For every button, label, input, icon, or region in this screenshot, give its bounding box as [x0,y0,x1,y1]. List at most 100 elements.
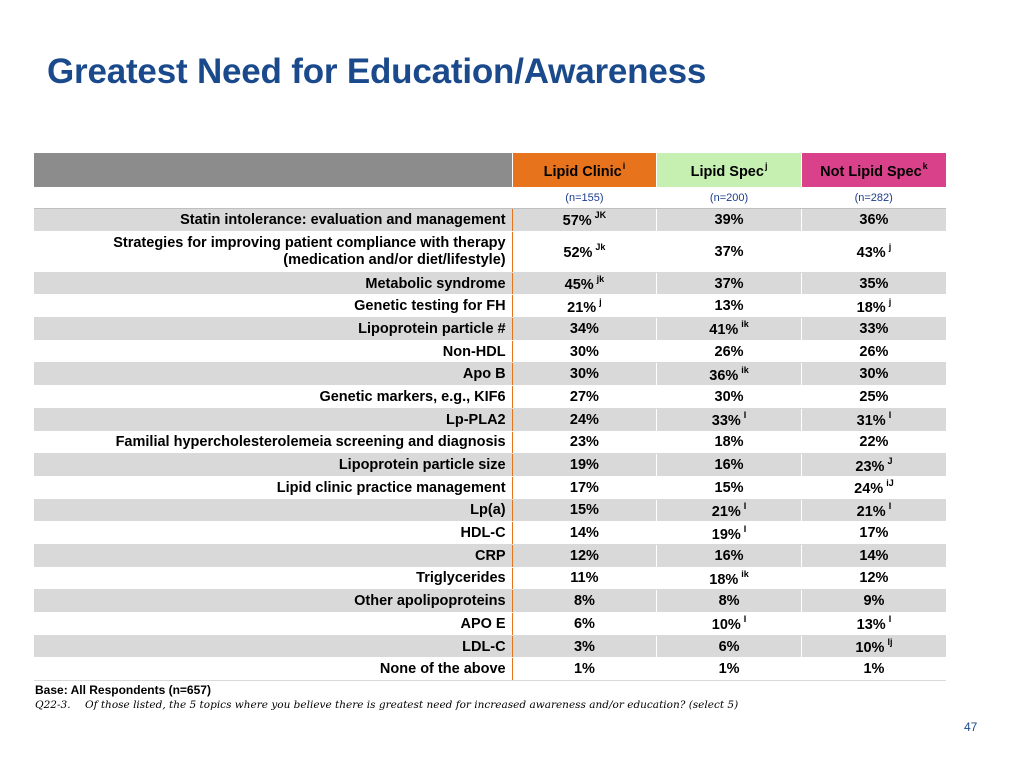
cell-value: 10% [711,617,741,634]
cell-value: 39% [714,211,744,228]
cell-value: 45% [564,277,594,294]
value-cell: 52% Jk [511,231,657,273]
header-lipid-spec: Lipid Specj [656,153,802,188]
cell-value: 13% [714,298,744,315]
header-not-lipid-spec: Not Lipid Speck [800,153,946,188]
table-row: Statin intolerance: evaluation and manag… [34,208,946,232]
value-cell: 17% [511,476,657,500]
value-cell: 8% [511,589,657,613]
base-note: Base: All Respondents (n=657) [35,683,211,697]
cell-value: 23% [569,434,599,451]
header-label: Lipid Clinic [543,163,622,180]
table-row: Non-HDL 30% 26% 26% [34,340,946,364]
row-label: Genetic markers, e.g., KIF6 [34,385,513,409]
cell-value: 14% [859,547,889,564]
cell-value: 37% [714,243,744,260]
slide-title: Greatest Need for Education/Awareness [47,52,707,91]
value-cell: 30% [511,340,657,364]
row-label-line: Strategies for improving patient complia… [113,234,506,251]
value-cell: 16% [656,544,802,568]
cell-value: 57% [562,213,592,230]
cell-value: 24% [569,411,599,428]
significance-superscript: I [888,614,892,625]
cell-value: 17% [859,525,889,542]
value-cell: 10% I [656,612,802,636]
cell-value: 33% [711,413,741,430]
value-cell: 41% ik [656,317,802,341]
sample-size-row: (n=155) (n=200) (n=282) [34,187,946,209]
table-row: None of the above 1% 1% 1% [34,657,946,682]
value-cell: 11% [511,567,657,591]
cell-value: 17% [569,479,599,496]
value-cell: 23% J [800,453,946,477]
cell-value: 35% [859,275,889,292]
cell-value: 21% [567,299,597,316]
significance-superscript: iJ [886,478,894,489]
question-id: Q22-3. [35,699,71,711]
header-lipid-clinic: Lipid Clinici [511,153,657,188]
cell-value: 25% [859,388,889,405]
value-cell: 15% [656,476,802,500]
value-cell: 23% [511,431,657,455]
value-cell: 26% [656,340,802,364]
significance-superscript: j [599,296,602,307]
significance-superscript: JK [594,210,607,221]
results-table: Lipid Clinici Lipid Specj Not Lipid Spec… [34,153,946,682]
table-row: Lp(a) 15% 21% I 21% I [34,499,946,523]
cell-value: 16% [714,457,744,474]
value-cell: 43% j [800,231,946,273]
value-cell: 21% I [800,499,946,523]
table-row: Lipid clinic practice management 17% 15% 24… [34,476,946,500]
significance-superscript: j [888,296,892,307]
value-cell: 12% [800,567,946,591]
value-cell: 13% [656,294,802,319]
row-label: Non-HDL [34,340,513,364]
value-cell: 36% ik [656,362,802,387]
significance-superscript: I [743,500,747,511]
value-cell: 33% I [656,408,802,432]
cell-value: 34% [569,320,599,337]
cell-value: 15% [569,502,599,519]
value-cell: 1% [656,657,802,682]
significance-superscript: ik [741,319,749,330]
cell-value: 52% [563,245,593,262]
cell-value: 36% [859,211,889,228]
value-cell: 14% [800,544,946,568]
value-cell: 21% j [511,294,657,319]
question-footnote: Q22-3. Of those listed, the 5 topics wher… [35,699,738,711]
cell-value: 22% [859,434,889,451]
cell-value: 21% [856,503,886,520]
cell-value: 24% [854,481,884,498]
table-row: APO E 6% 10% I 13% I [34,612,946,636]
value-cell: 57% JK [511,208,657,232]
row-label: Lp-PLA2 [34,408,513,432]
table-row: Apo B 30% 36% ik 30% [34,362,946,387]
table-row: Lipoprotein particle size 19% 16% 23% J [34,453,946,477]
value-cell: 1% [800,657,946,682]
cell-value: 1% [573,661,595,678]
table-row: HDL-C 14% 19% I 17% [34,521,946,545]
value-cell: 37% [656,272,802,296]
value-cell: 14% [511,521,657,545]
table-row: Genetic markers, e.g., KIF6 27% 30% 25% [34,385,946,409]
table-row: Other apolipoproteins 8% 8% 9% [34,589,946,613]
row-label: Apo B [34,362,513,387]
significance-superscript: I [888,500,892,511]
value-cell: 27% [511,385,657,409]
table-row: LDL-C 3% 6% 10% Ij [34,635,946,659]
header-corner-cell [34,153,513,188]
row-label: Lipoprotein particle # [34,317,513,341]
significance-superscript: I [743,410,747,421]
row-label: Metabolic syndrome [34,272,513,296]
cell-value: 1% [718,661,740,678]
significance-superscript: Ij [887,637,893,648]
cell-value: 13% [856,617,886,634]
table-row: Triglycerides 11% 18% ik 12% [34,567,946,591]
value-cell: 19% [511,453,657,477]
row-label-line: (medication and/or diet/lifestyle) [283,251,506,268]
value-cell: 35% [800,272,946,296]
row-label: CRP [34,544,513,568]
value-cell: 9% [800,589,946,613]
cell-value: 30% [859,366,889,383]
value-cell: 45% jk [511,272,657,296]
